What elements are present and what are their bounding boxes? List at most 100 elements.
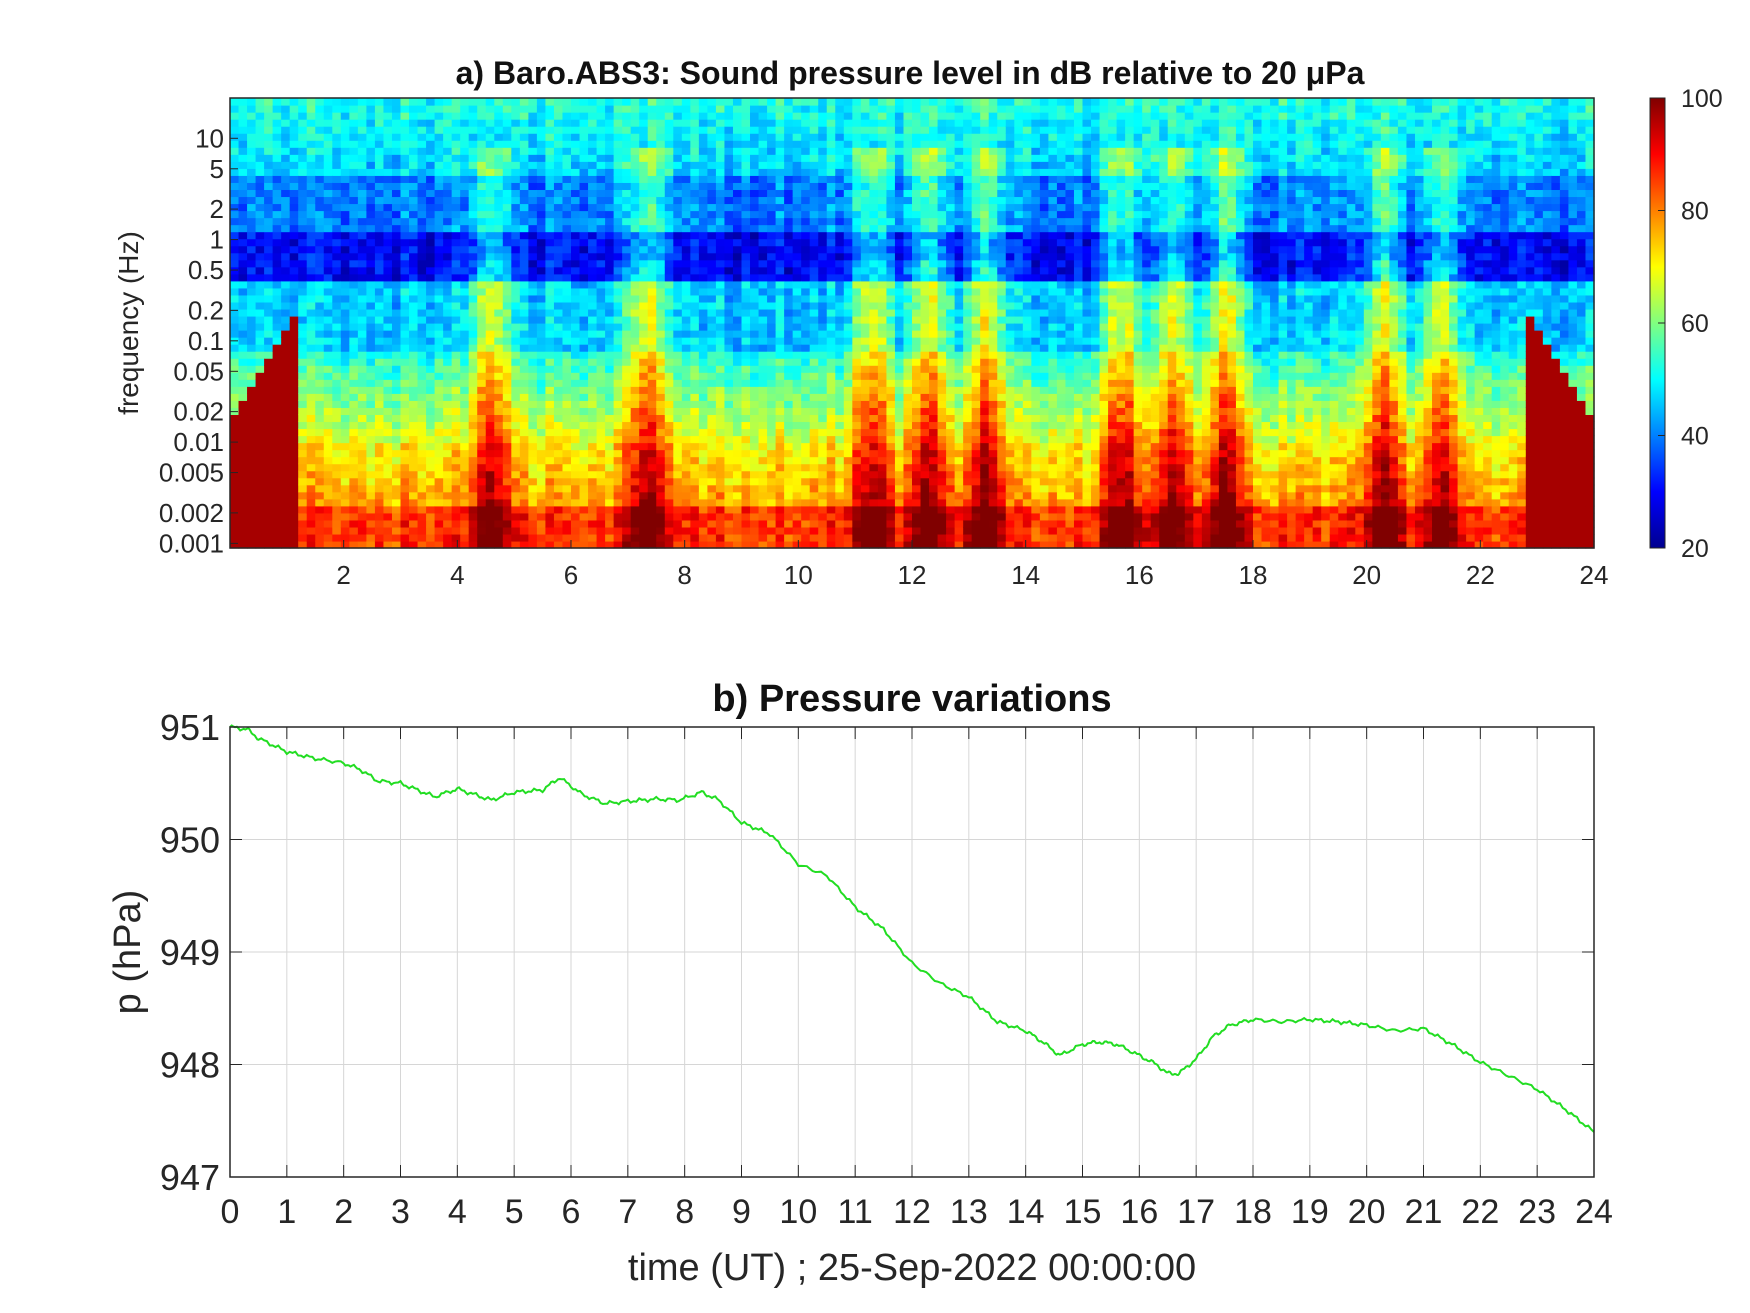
spectrogram-cell [281, 161, 291, 169]
spectrogram-cell [562, 294, 572, 303]
spectrogram-cell [443, 147, 453, 155]
spectrogram-cell [502, 231, 512, 240]
spectrogram-cell [681, 421, 691, 430]
spectrogram-cell [571, 540, 581, 549]
spectrogram-cell [426, 491, 436, 500]
spectrogram-cell [247, 238, 257, 247]
spectrogram-cell [630, 280, 640, 289]
spectrogram-cell [639, 287, 649, 296]
spectrogram-cell [877, 182, 888, 191]
spectrogram-cell [281, 435, 291, 444]
spectrogram-cell [553, 365, 564, 373]
spectrogram-cell [741, 98, 751, 106]
spectrogram-cell [673, 491, 683, 500]
spectrogram-cell [741, 379, 751, 387]
spectrogram-cell [281, 238, 291, 247]
spectrogram-cell [289, 161, 299, 169]
spectrogram-cell [383, 203, 393, 212]
spectrogram-cell [596, 351, 606, 359]
spectrogram-cell [545, 512, 555, 521]
spectrogram-cell [835, 421, 845, 430]
spectrogram-cell [511, 294, 521, 303]
spectrogram-cell [758, 442, 768, 451]
spectrogram-cell [792, 379, 802, 387]
spectrogram-cell [289, 491, 299, 500]
spectrogram-cell [588, 273, 598, 282]
spectrogram-cell [639, 140, 649, 148]
spectrogram-cell [647, 203, 657, 212]
spectrogram-cell [605, 266, 615, 275]
spectrogram-cell [519, 484, 529, 493]
spectrogram-cell [323, 477, 333, 486]
spectrogram-cell [767, 358, 777, 366]
spectrogram-cell [826, 168, 836, 176]
spectrogram-cell [562, 154, 572, 162]
spectrogram-cell [860, 351, 870, 359]
spectrogram-cell [460, 351, 470, 359]
spectrogram-cell [434, 210, 444, 219]
spectrogram-cell [230, 161, 240, 169]
spectrogram-cell [596, 315, 606, 324]
spectrogram-cell [707, 491, 717, 500]
spectrogram-cell [247, 231, 257, 240]
spectrogram-cell [553, 358, 564, 366]
spectrogram-cell [741, 540, 751, 549]
spectrogram-cell [272, 519, 282, 528]
spectrogram-cell [809, 477, 819, 486]
spectrogram-cell [426, 484, 436, 493]
spectrogram-cell [247, 337, 257, 345]
spectrogram-cell [869, 358, 879, 366]
spectrogram-cell [639, 259, 649, 268]
spectrogram-cell [826, 365, 836, 373]
spectrogram-cell [690, 203, 700, 212]
spectrogram-cell [750, 301, 760, 310]
spectrogram-cell [860, 344, 870, 352]
spectrogram-cell [349, 273, 359, 282]
spectrogram-cell [741, 308, 751, 317]
spectrogram-cell [750, 379, 760, 387]
spectrogram-cell [409, 182, 419, 191]
spectrogram-cell [622, 484, 632, 493]
spectrogram-cell [230, 287, 240, 296]
spectrogram-cell [664, 259, 674, 268]
spectrogram-cell [477, 498, 487, 507]
spectrogram-cell [613, 407, 623, 416]
spectrogram-cell [852, 505, 862, 514]
spectrogram-cell [775, 379, 785, 387]
spectrogram-cell [383, 182, 393, 191]
spectrogram-cell [724, 315, 734, 324]
spectrogram-cell [681, 301, 691, 310]
spectrogram-cell [519, 315, 529, 324]
spectrogram-cell [673, 526, 683, 535]
spectrogram-cell [340, 358, 350, 366]
spectrogram-cell [332, 372, 342, 380]
spectrogram-cell [545, 421, 555, 430]
spectrogram-cell [553, 400, 564, 408]
spectrogram-cell [656, 210, 666, 219]
spectrogram-cell [767, 414, 777, 423]
spectrogram-cell [681, 372, 691, 380]
spectrogram-cell [826, 287, 836, 296]
spectrogram-cell [502, 126, 512, 134]
spectrogram-cell [630, 168, 640, 176]
spectrogram-cell [298, 330, 308, 338]
spectrogram-cell [664, 105, 674, 113]
spectrogram-cell [886, 477, 896, 486]
spectrogram-cell [349, 245, 359, 254]
spectrogram-cell [690, 224, 700, 233]
spectrogram-cell [400, 266, 410, 275]
spectrogram-cell [264, 435, 274, 444]
spectrogram-cell [332, 161, 342, 169]
spectrogram-cell [485, 112, 495, 120]
spectrogram-cell [596, 421, 606, 430]
spectrogram-cell [536, 175, 547, 183]
spectrogram-cell [758, 407, 768, 416]
spectrogram-cell [639, 245, 649, 254]
spectrogram-cell [656, 330, 666, 338]
spectrogram-cell [247, 301, 257, 310]
spectrogram-cell [869, 280, 879, 289]
spectrogram-cell [460, 386, 470, 394]
spectrogram-cell [579, 203, 589, 212]
spectrogram-cell [340, 477, 350, 486]
spectrogram-cell [681, 463, 691, 472]
